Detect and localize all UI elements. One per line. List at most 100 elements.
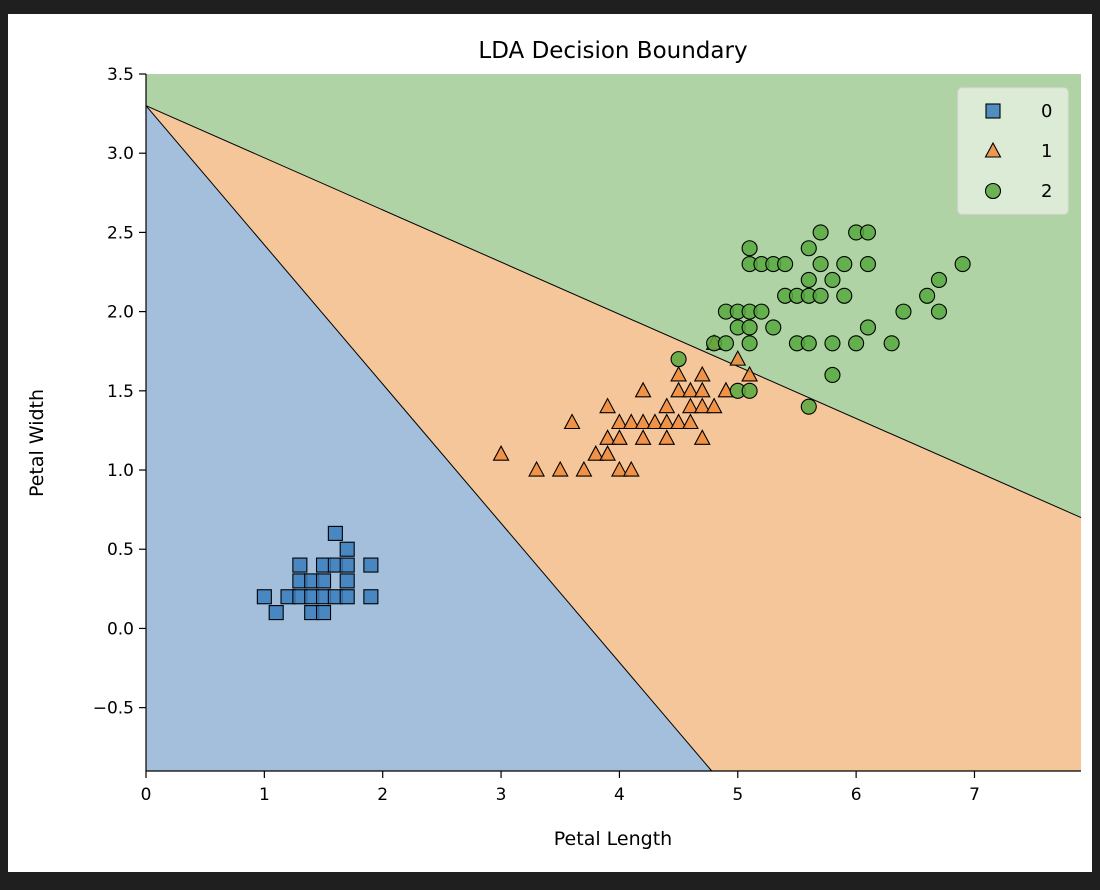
data-point-class-2 xyxy=(741,335,758,352)
data-point-class-0 xyxy=(363,589,379,605)
boundary-line xyxy=(145,105,1082,519)
data-point-class-1 xyxy=(693,381,711,398)
data-point-class-1 xyxy=(599,397,617,414)
data-point-class-0 xyxy=(339,589,355,605)
data-point-class-1 xyxy=(741,365,759,382)
data-point-class-2 xyxy=(800,398,817,415)
data-point-class-1 xyxy=(729,349,747,366)
x-tick-label: 6 xyxy=(851,785,862,805)
data-point-class-1 xyxy=(634,413,652,430)
data-point-class-2 xyxy=(741,240,758,257)
y-tick-label: 1.0 xyxy=(107,461,134,481)
data-point-class-2 xyxy=(930,271,948,288)
legend-label: 1 xyxy=(1041,141,1052,162)
data-point-class-1 xyxy=(658,413,676,430)
data-point-class-0 xyxy=(339,557,355,573)
data-point-class-2 xyxy=(717,335,734,352)
data-point-class-1 xyxy=(658,429,676,445)
x-tick-label: 1 xyxy=(259,785,270,805)
data-point-class-2 xyxy=(741,319,758,336)
data-point-class-2 xyxy=(836,287,853,304)
y-tick-label: 3.0 xyxy=(107,144,134,164)
data-point-class-1 xyxy=(575,460,593,477)
data-point-class-1 xyxy=(646,413,664,430)
y-tick-label: 3.5 xyxy=(107,65,134,85)
data-point-class-0 xyxy=(256,589,272,605)
data-point-class-0 xyxy=(315,573,332,589)
data-point-class-1 xyxy=(682,381,699,398)
x-tick-label: 7 xyxy=(969,785,980,805)
data-point-class-1 xyxy=(551,460,569,477)
data-point-class-1 xyxy=(634,429,652,445)
data-point-class-2 xyxy=(741,382,758,399)
data-point-class-2 xyxy=(812,256,829,273)
data-point-class-1 xyxy=(682,413,699,430)
y-tick-label: 1.5 xyxy=(107,382,134,402)
data-point-class-1 xyxy=(528,460,545,477)
x-axis-label: Petal Length xyxy=(554,828,672,850)
data-point-class-2 xyxy=(800,240,817,257)
data-point-class-2 xyxy=(800,335,817,352)
data-point-class-1 xyxy=(693,365,711,382)
data-point-class-1 xyxy=(717,381,735,398)
boundary-line xyxy=(145,105,713,772)
data-point-class-2 xyxy=(919,287,936,304)
x-tick-label: 2 xyxy=(377,785,388,805)
data-point-class-2 xyxy=(883,335,900,352)
data-point-class-2 xyxy=(824,366,841,384)
x-tick-label: 0 xyxy=(141,785,152,805)
data-point-class-2 xyxy=(824,271,841,288)
data-point-class-0 xyxy=(327,525,343,541)
scatter-points xyxy=(256,224,971,621)
data-point-class-1 xyxy=(610,413,628,430)
legend-box xyxy=(957,87,1069,215)
data-point-class-2 xyxy=(859,224,877,241)
data-point-class-1 xyxy=(670,381,688,398)
data-point-class-2 xyxy=(859,319,877,336)
legend-marker-1 xyxy=(984,141,1002,158)
data-point-class-0 xyxy=(339,573,355,589)
data-point-class-0 xyxy=(315,605,332,621)
data-point-class-2 xyxy=(765,319,782,336)
figure-canvas: 0 1 2 3 4 5 6 7 −0.5 0.0 0.5 1.0 1.5 2.0 2.5 3.0 3.5 LDA… xyxy=(8,14,1092,872)
data-point-class-2 xyxy=(753,303,770,320)
data-point-class-1 xyxy=(693,397,711,414)
data-point-class-1 xyxy=(634,381,652,398)
data-point-class-1 xyxy=(492,445,510,461)
decision-regions xyxy=(146,74,1081,771)
x-tick-label: 5 xyxy=(732,785,743,805)
data-point-class-1 xyxy=(563,413,581,430)
data-point-class-2 xyxy=(859,256,877,273)
y-tick-label: 0.5 xyxy=(107,540,134,560)
data-point-class-1 xyxy=(610,429,628,445)
y-tick-label: 0.0 xyxy=(107,619,134,639)
region-class-2 xyxy=(146,74,1081,518)
x-tick-label: 4 xyxy=(614,785,625,805)
chart-title: LDA Decision Boundary xyxy=(478,38,747,64)
data-point-class-1 xyxy=(587,445,605,461)
data-point-class-1 xyxy=(622,460,640,477)
legend-marker-0 xyxy=(985,103,1001,119)
axes: 0 1 2 3 4 5 6 7 −0.5 0.0 0.5 1.0 1.5 2.0 2.5 3.0 3.5 xyxy=(93,65,1081,805)
y-tick-label: 2.5 xyxy=(107,223,134,243)
data-point-class-1 xyxy=(622,413,640,430)
data-point-class-2 xyxy=(836,256,853,273)
data-point-class-2 xyxy=(812,224,829,241)
data-point-class-1 xyxy=(599,445,617,461)
data-point-class-1 xyxy=(670,413,688,430)
y-tick-label: −0.5 xyxy=(93,699,134,719)
data-point-class-2 xyxy=(800,271,817,288)
data-point-class-2 xyxy=(824,335,841,352)
data-point-class-1 xyxy=(610,460,628,477)
legend-marker-2 xyxy=(984,182,1002,200)
data-point-class-0 xyxy=(363,557,379,573)
data-point-class-2 xyxy=(670,351,687,368)
data-point-class-0 xyxy=(339,541,355,557)
data-point-class-2 xyxy=(777,256,794,273)
data-point-class-0 xyxy=(268,605,284,621)
data-point-class-2 xyxy=(812,287,829,304)
decision-boundaries xyxy=(145,105,1082,772)
data-point-class-2 xyxy=(895,303,912,320)
data-point-class-1 xyxy=(670,365,688,382)
data-point-class-2 xyxy=(954,256,971,273)
